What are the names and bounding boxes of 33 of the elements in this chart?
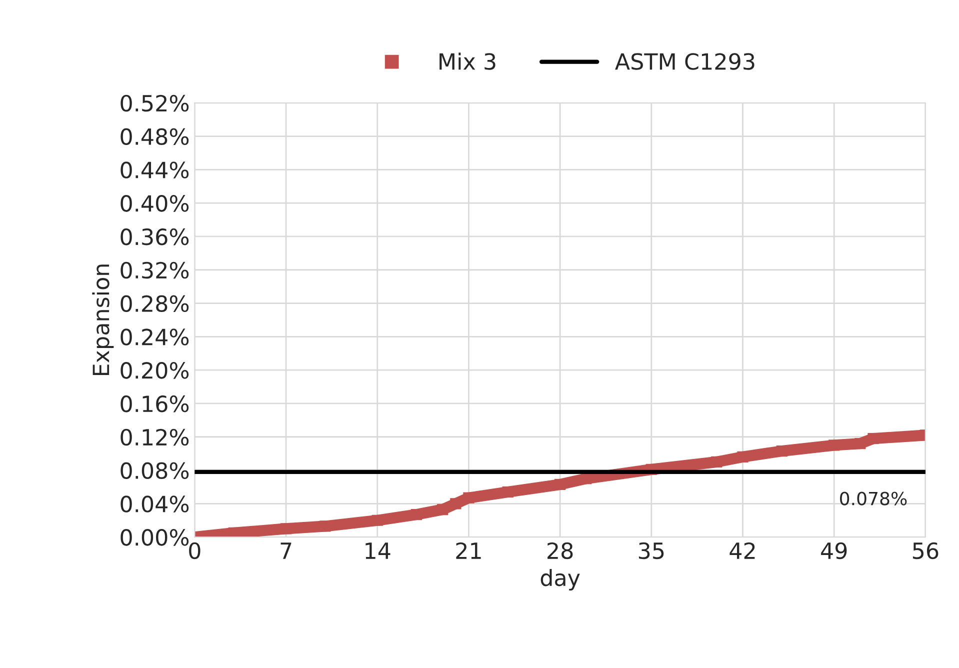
point [554,478,566,490]
y-tick-label: 0.44% [120,162,189,178]
y-tick-label: 0.52% [120,94,189,112]
y-tick-label: 0.48% [120,128,189,146]
y-tick-label: 0.28% [120,295,189,312]
x-tick-label: 21 [456,542,481,559]
annotation: 0.078% [840,492,907,506]
y-tick-label: 0.08% [120,462,189,480]
point [502,486,514,498]
x-tick-label: 7 [280,542,292,559]
y-tick-label: 0.40% [120,195,189,212]
legend-label: Mix 3 [440,52,496,70]
y-tick-label: 0.00% [120,529,189,546]
y-tick-label: 0.36% [120,228,189,246]
x-tick-label: 28 [548,542,573,560]
x-tick-label: 49 [821,542,847,560]
y-axis-title: Expansion [92,264,114,376]
point [450,498,462,510]
x-tick-label: 35 [638,542,664,560]
y-tick-label: 0.20% [120,362,189,379]
y-tick-label: 0.12% [120,428,189,446]
y-tick-label: 0.32% [120,262,189,279]
point [437,504,448,516]
legend-label: ASTM C1293 [615,53,754,70]
x-tick-label: 42 [730,542,755,559]
x-axis-title: day [540,568,580,591]
y-tick-label: 0.04% [120,496,189,512]
x-tick-label: 56 [913,542,938,560]
point [854,438,866,450]
y-tick-label: 0.16% [120,395,189,412]
x-tick-label: 14 [366,542,390,559]
y-tick-label: 0.24% [120,328,189,346]
x-tick-label: 0 [189,542,200,560]
